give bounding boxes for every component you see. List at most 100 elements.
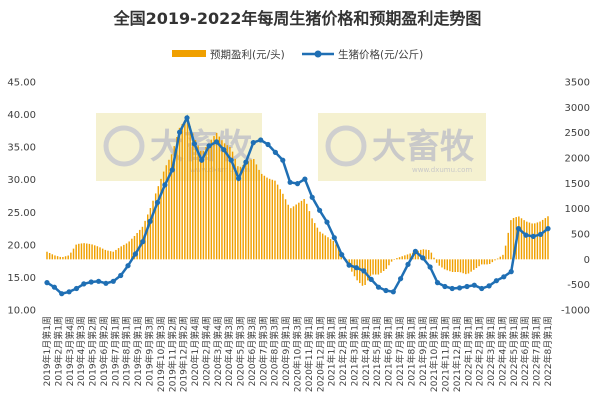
profit-bar <box>409 253 411 260</box>
profit-bar <box>327 237 329 260</box>
profit-bar <box>488 259 491 264</box>
x-tick-label: 2019年10月第3周 <box>155 316 167 392</box>
profit-bar <box>178 127 181 260</box>
profit-bar <box>510 220 512 260</box>
x-tick-label: 2021年3月第1周 <box>348 316 360 386</box>
price-point <box>221 147 227 153</box>
price-point <box>442 283 448 290</box>
price-point <box>538 231 544 237</box>
x-tick-label: 2022年5月第1周 <box>508 316 520 386</box>
price-point <box>449 285 455 292</box>
profit-bar <box>237 166 239 260</box>
right-tick-label: -1000 <box>561 306 590 317</box>
profit-bar <box>523 220 525 260</box>
x-tick-label: 2022年2月第1周 <box>474 316 486 386</box>
profit-bar <box>128 241 130 260</box>
profit-bar <box>154 193 157 260</box>
profit-bar <box>149 208 152 260</box>
x-tick-label: 2022年7月第1周 <box>531 316 543 386</box>
x-tick-label: 2021年7月第1周 <box>394 316 406 386</box>
profit-bar <box>239 166 242 260</box>
profit-bar <box>48 253 51 260</box>
profit-bar <box>544 218 547 260</box>
price-point <box>96 278 102 284</box>
profit-bar <box>189 126 191 260</box>
profit-bar <box>502 254 504 260</box>
price-point <box>228 157 234 163</box>
profit-bar <box>186 118 189 260</box>
price-point <box>294 181 301 187</box>
x-tick-label: 2020年10月第3周 <box>292 316 304 392</box>
profit-bar <box>165 165 168 260</box>
price-point <box>353 265 359 271</box>
profit-bar <box>393 259 395 260</box>
x-tick-label: 2020年7月第3周 <box>257 316 269 386</box>
profit-bar <box>229 146 231 260</box>
profit-bar <box>422 249 425 260</box>
x-tick-label: 2021年12月第1周 <box>451 316 463 392</box>
x-tick-label: 2020年2月第4周 <box>200 316 212 386</box>
price-point <box>368 276 374 282</box>
legend-bar-label: 预期盈利(元/头) <box>210 49 285 61</box>
profit-bar <box>531 223 533 260</box>
x-tick-label: 2020年3月第4周 <box>212 316 224 386</box>
right-tick-label: 2500 <box>565 128 590 139</box>
right-tick-label: 2000 <box>565 154 590 165</box>
profit-bar <box>226 145 228 260</box>
profit-bar <box>276 184 279 260</box>
profit-bar <box>306 203 308 260</box>
profit-bar <box>446 259 448 271</box>
price-point <box>147 218 153 224</box>
profit-bar <box>380 259 382 273</box>
profit-bar <box>136 233 138 260</box>
profit-bar <box>93 245 96 260</box>
profit-bar <box>478 259 480 267</box>
price-point <box>73 285 80 292</box>
profit-bar <box>284 199 287 260</box>
price-point <box>412 248 418 254</box>
price-point <box>140 239 146 245</box>
price-point <box>287 179 293 185</box>
profit-bar <box>321 233 324 260</box>
right-tick-label: 500 <box>571 230 590 241</box>
profit-bar <box>438 259 441 266</box>
profit-bar <box>282 193 284 260</box>
x-tick-label: 2019年9月第3周 <box>144 316 156 386</box>
price-point <box>523 232 529 238</box>
profit-bar <box>80 243 83 260</box>
price-point <box>272 149 278 155</box>
profit-bar <box>462 259 464 274</box>
profit-bar <box>512 217 515 260</box>
profit-bar <box>536 222 539 260</box>
x-tick-label: 2022年8月第1周 <box>542 316 554 386</box>
left-axis: 10.00 15.00 20.00 25.00 30.00 35.00 40.00 45.00 <box>7 78 36 317</box>
profit-bar <box>465 259 467 275</box>
profit-bar <box>72 248 75 260</box>
profit-bar <box>311 218 313 260</box>
profit-bar <box>279 189 281 260</box>
profit-bar <box>152 200 154 260</box>
profit-bar <box>112 251 114 260</box>
profit-bar <box>475 259 478 269</box>
right-tick-label: 0 <box>584 255 590 266</box>
profit-bar <box>314 223 316 260</box>
profit-bar <box>377 259 380 275</box>
price-point <box>530 233 536 239</box>
profit-bar <box>234 158 236 260</box>
profit-bar <box>170 154 173 260</box>
profit-bar <box>86 243 88 260</box>
x-tick-label: 2019年12月第2周 <box>178 316 190 392</box>
profit-bar <box>221 140 223 260</box>
x-tick-label: 2021年1月第1周 <box>326 316 338 386</box>
x-tick-label: 2020年1月第4周 <box>189 316 201 386</box>
x-tick-label: 2022年3月第1周 <box>485 316 497 386</box>
profit-bar <box>107 250 109 260</box>
chart-title: 全国2019-2022年每周生猪价格和预期盈利走势图 <box>113 9 482 28</box>
price-point <box>493 278 499 284</box>
price-point <box>383 287 389 294</box>
price-point <box>206 143 212 149</box>
right-tick-label: 3500 <box>565 78 590 89</box>
profit-bar <box>534 223 536 260</box>
legend: 预期盈利(元/头) 生猪价格(元/公斤) <box>172 48 423 61</box>
